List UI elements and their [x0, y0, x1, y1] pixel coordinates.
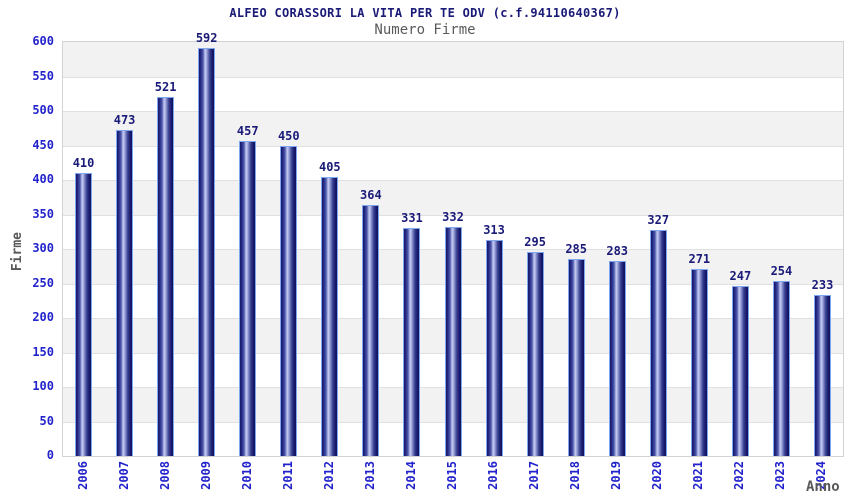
x-tick-label: 2013: [362, 461, 377, 490]
bar-value-label: 450: [277, 128, 300, 143]
bar-value-label: 457: [236, 123, 259, 138]
bar-2019: [608, 260, 626, 456]
x-tick-label: 2016: [486, 461, 501, 490]
bar-2024: [813, 295, 831, 456]
bar-2007: [116, 129, 134, 456]
gridline: [63, 111, 843, 112]
bar-2017: [526, 252, 544, 456]
bar-2015: [444, 226, 462, 456]
bar-2021: [690, 269, 708, 456]
x-tick-label: 2006: [75, 461, 90, 490]
y-tick-label: 300: [32, 241, 54, 255]
gridline: [63, 145, 843, 147]
x-tick-label: 2012: [321, 461, 336, 490]
gridline: [63, 76, 843, 78]
x-axis-title: Anno: [806, 479, 840, 495]
bar-2012: [321, 176, 339, 456]
bar-2022: [731, 285, 749, 456]
bar-value-label: 331: [401, 210, 423, 225]
bar-2009: [198, 47, 216, 456]
bar-value-label: 592: [195, 30, 218, 45]
y-tick-label: 500: [32, 103, 54, 117]
bar-value-label: 332: [442, 209, 464, 224]
x-tick-label: 2014: [403, 461, 418, 490]
plot-band: [63, 180, 843, 215]
bar-2018: [567, 259, 585, 456]
y-tick-label: 200: [32, 310, 54, 324]
gridline: [63, 180, 843, 181]
bar-value-label: 364: [360, 187, 382, 202]
x-tick-label: 2022: [732, 461, 747, 490]
bar-value-label: 473: [113, 112, 136, 127]
bar-value-label: 521: [154, 79, 177, 94]
bar-value-label: 271: [688, 252, 711, 266]
x-tick-label: 2018: [568, 461, 583, 490]
x-tick-label: 2009: [198, 461, 213, 490]
plot-band: [63, 76, 843, 111]
bar-2008: [157, 96, 175, 456]
y-tick-label: 250: [32, 275, 54, 290]
y-tick-label: 550: [32, 68, 54, 83]
bar-2020: [649, 230, 667, 456]
y-tick-label: 50: [39, 413, 54, 428]
bar-value-label: 295: [524, 235, 546, 250]
bar-value-label: 313: [483, 223, 505, 238]
bar-2011: [280, 145, 298, 456]
bar-2016: [485, 240, 503, 456]
bar-2006: [75, 173, 93, 456]
bar-value-label: 247: [729, 268, 752, 283]
y-tick-label: 100: [32, 379, 54, 393]
plot-area: 410 473 521 592 457 450 405 364 331 332 313 295 285 2…: [62, 31, 844, 457]
bar-value-label: 285: [565, 242, 587, 257]
x-tick-label: 2023: [773, 461, 788, 490]
x-tick-label: 2017: [527, 461, 542, 490]
y-tick-label: 600: [32, 34, 54, 48]
bar-2023: [772, 280, 790, 456]
x-tick-label: 2020: [650, 461, 665, 490]
plot-band: [63, 42, 843, 77]
x-tick-label: 2015: [444, 461, 459, 490]
bar-value-label: 405: [318, 159, 341, 174]
y-tick-label: 400: [32, 172, 54, 186]
plot-band: [63, 111, 843, 146]
chart-title: ALFEO CORASSORI LA VITA PER TE ODV (c.f.…: [229, 6, 621, 20]
x-tick-label: 2008: [157, 461, 172, 490]
bar-2010: [239, 140, 257, 456]
bar-value-label: 283: [606, 243, 629, 258]
bar-value-label: 410: [72, 156, 95, 171]
x-tick-label: 2021: [691, 461, 706, 490]
x-tick-label: 2019: [609, 461, 624, 490]
bar-value-label: 233: [811, 278, 834, 293]
x-tick-label: 2007: [116, 461, 131, 490]
y-tick-label: 450: [32, 137, 54, 152]
plot-band: [63, 145, 843, 180]
x-tick-label: 2010: [239, 461, 254, 490]
y-tick-label: 150: [32, 344, 54, 359]
chart-subtitle: Numero Firme: [374, 22, 476, 38]
bar-value-label: 327: [647, 213, 670, 228]
bar-2014: [403, 227, 421, 456]
y-tick-label: 350: [32, 206, 54, 221]
bar-2013: [362, 204, 380, 456]
y-tick-label: 0: [46, 448, 54, 462]
bar-value-label: 254: [770, 263, 793, 278]
gridline: [63, 214, 843, 216]
x-tick-label: 2011: [280, 461, 295, 490]
